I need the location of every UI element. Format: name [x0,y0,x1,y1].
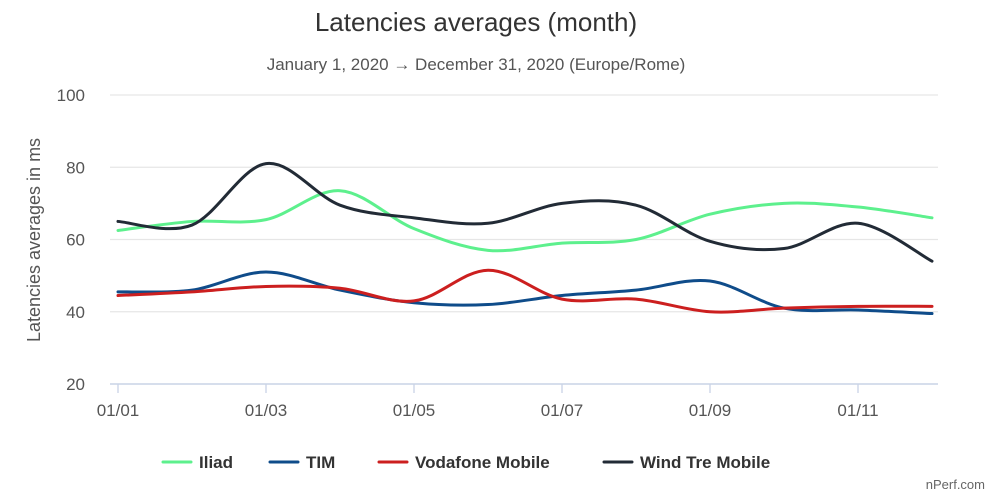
y-tick-label: 20 [66,375,85,394]
legend[interactable]: Iliad TIM Vodafone Mobile Wind Tre Mobile [161,453,770,472]
series-line-vodafone-mobile [116,268,934,314]
x-tick-label: 01/03 [245,401,288,420]
legend-item-iliad[interactable]: Iliad [161,453,233,472]
legend-item-vodafone-mobile[interactable]: Vodafone Mobile [377,453,550,472]
x-tick-label: 01/05 [393,401,436,420]
legend-item-wind-tre-mobile[interactable]: Wind Tre Mobile [602,453,770,472]
grid: 20 40 60 80 100 01/01 01/03 01/05 01/07 01/09 01/1… [57,86,938,420]
y-tick-label: 80 [66,158,85,177]
x-tick-label: 01/07 [541,401,584,420]
legend-label: TIM [306,453,335,472]
y-axis-label: Latencies averages in ms [24,138,44,342]
legend-label: Vodafone Mobile [415,453,550,472]
legend-label: Wind Tre Mobile [640,453,770,472]
legend-label: Iliad [199,453,233,472]
x-tick-label: 01/01 [97,401,140,420]
legend-item-tim[interactable]: TIM [268,453,335,472]
series-line-wind-tre-mobile [116,162,934,263]
x-tick-label: 01/09 [689,401,732,420]
credit-label[interactable]: nPerf.com [926,477,985,492]
chart-title: Latencies averages (month) [315,7,637,37]
series-line-iliad [116,189,934,253]
y-tick-label: 40 [66,303,85,322]
y-tick-label: 60 [66,231,85,250]
y-tick-label: 100 [57,86,85,105]
chart-subtitle: January 1, 2020 → December 31, 2020 (Eur… [267,55,686,74]
x-tick-label: 01/11 [837,401,878,420]
series-lines [116,162,934,316]
